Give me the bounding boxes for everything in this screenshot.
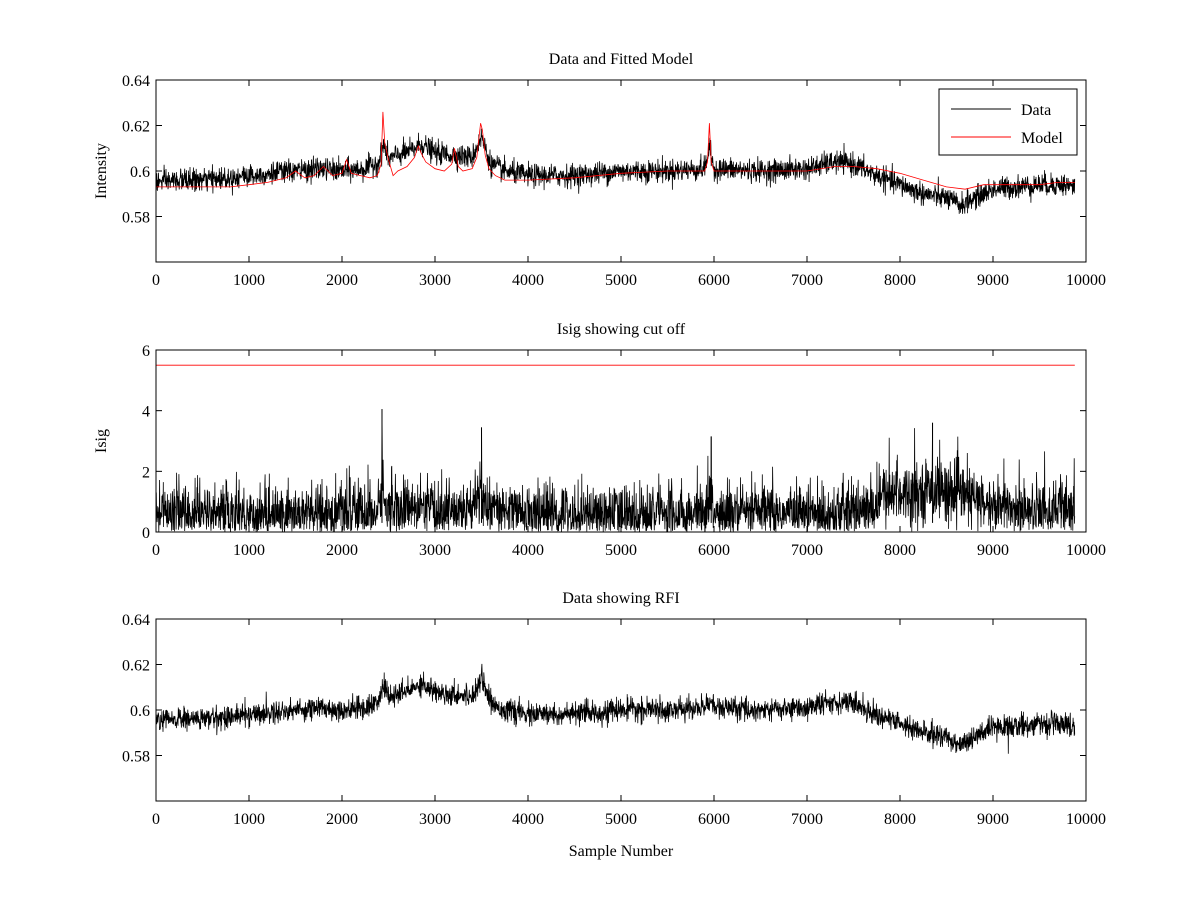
x-tick-label: 9000	[977, 542, 1009, 559]
chart-title: Isig showing cut off	[557, 321, 686, 338]
x-tick-label: 2000	[326, 811, 358, 828]
x-tick-label: 6000	[698, 272, 730, 289]
y-tick-label: 0.58	[122, 749, 150, 766]
x-tick-label: 0	[152, 272, 160, 289]
x-tick-label: 4000	[512, 542, 544, 559]
x-axis-label: Sample Number	[569, 843, 674, 860]
x-tick-label: 10000	[1066, 272, 1106, 289]
x-tick-label: 0	[152, 542, 160, 559]
series-group	[156, 111, 1076, 214]
x-tick-label: 7000	[791, 542, 823, 559]
series-line-series-1	[156, 663, 1076, 754]
x-tick-label: 6000	[698, 542, 730, 559]
y-axis-label: Isig	[93, 429, 110, 453]
x-tick-label: 8000	[884, 272, 916, 289]
chart-3: Data showing RFI 0 1000 2000 3000 4000 5000 600…	[122, 590, 1106, 860]
y-tick-label: 0.6	[130, 164, 150, 181]
y-axis-label: Intensity	[93, 143, 110, 199]
chart-2: Isig showing cut off 0 1000 2000 3000 4000 500…	[93, 321, 1106, 559]
x-tick-label: 2000	[326, 272, 358, 289]
x-tick-label: 4000	[512, 272, 544, 289]
x-tick-label: 5000	[605, 811, 637, 828]
x-tick-label: 10000	[1066, 542, 1106, 559]
y-tick-label: 4	[142, 404, 150, 421]
y-tick-label: 6	[142, 343, 150, 360]
x-tick-label: 7000	[791, 272, 823, 289]
y-tick-label: 0.62	[122, 658, 150, 675]
x-tick-label: 5000	[605, 272, 637, 289]
x-tick-label: 0	[152, 811, 160, 828]
chart-title: Data showing RFI	[562, 590, 679, 607]
legend-label-data: Data	[1021, 102, 1051, 119]
x-tick-label: 9000	[977, 811, 1009, 828]
x-tick-label: 7000	[791, 811, 823, 828]
series-group	[156, 663, 1076, 754]
legend: Data Model	[938, 88, 1078, 156]
series-line-model	[156, 111, 1075, 190]
x-tick-label: 10000	[1066, 811, 1106, 828]
x-tick-label: 8000	[884, 542, 916, 559]
y-tick-label: 0	[142, 525, 150, 542]
y-tick-label: 0.6	[130, 703, 150, 720]
x-tick-label: 1000	[233, 272, 265, 289]
y-tick-label: 0.64	[122, 612, 150, 629]
x-tick-label: 5000	[605, 542, 637, 559]
y-tick-label: 0.64	[122, 73, 150, 90]
series-group	[156, 364, 1076, 532]
x-tick-label: 1000	[233, 542, 265, 559]
x-tick-label: 9000	[977, 272, 1009, 289]
legend-label-model: Model	[1021, 130, 1063, 147]
y-tick-label: 2	[142, 464, 150, 481]
x-tick-label: 8000	[884, 811, 916, 828]
x-tick-label: 4000	[512, 811, 544, 828]
chart-title: Data and Fitted Model	[549, 51, 694, 68]
series-line-series-1	[156, 409, 1076, 532]
x-tick-label: 6000	[698, 811, 730, 828]
x-tick-label: 2000	[326, 542, 358, 559]
x-tick-label: 1000	[233, 811, 265, 828]
chart-1: Data and Fitted Model 0 1000 2000 3000 4000 50…	[93, 51, 1106, 289]
x-tick-label: 3000	[419, 542, 451, 559]
y-tick-label: 0.58	[122, 210, 150, 227]
y-tick-label: 0.62	[122, 119, 150, 136]
legend-box	[938, 88, 1078, 156]
x-tick-label: 3000	[419, 811, 451, 828]
x-tick-label: 3000	[419, 272, 451, 289]
